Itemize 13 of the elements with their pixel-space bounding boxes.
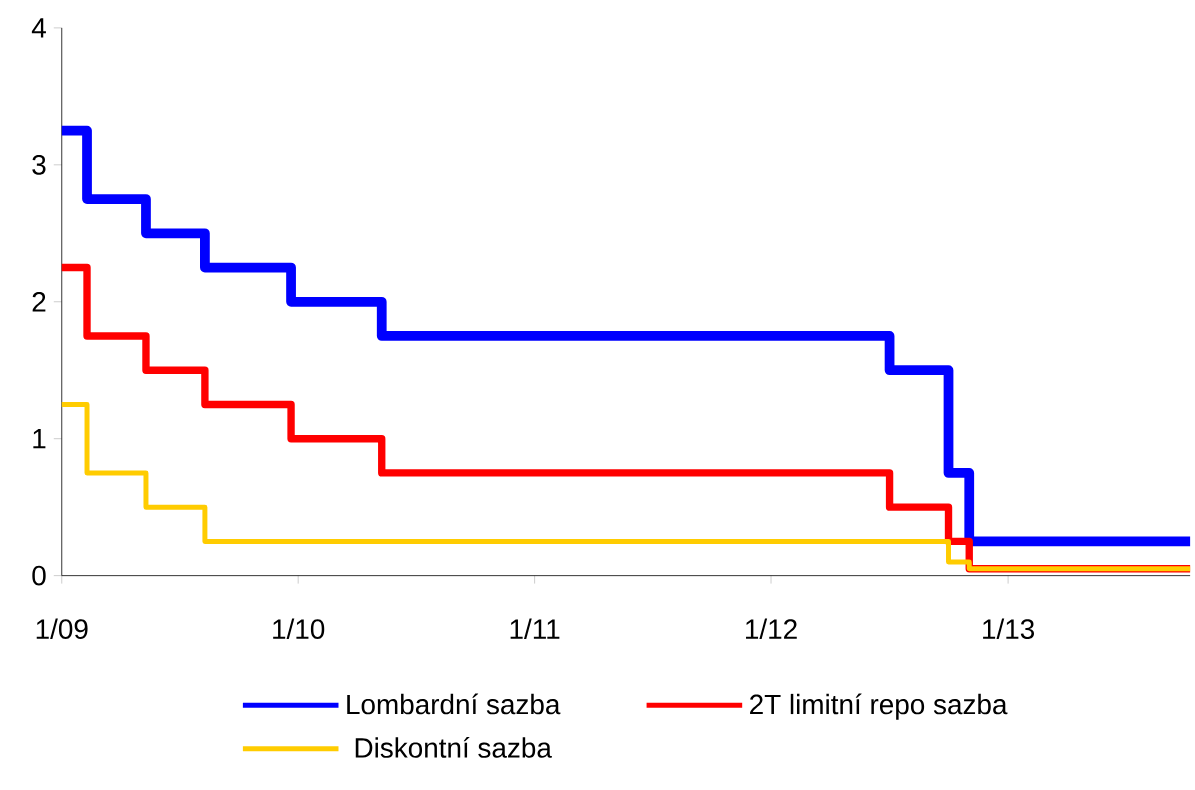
y-tick-label: 4 [31, 18, 46, 38]
y-tick-label: 1 [33, 429, 46, 449]
x-tick-label: 1/13 [983, 618, 1035, 640]
legend-label: Diskontní sazba [355, 737, 552, 758]
y-tick-label: 0 [32, 565, 46, 586]
legend-label: Lombardní sazba [347, 693, 561, 715]
x-tick-label: 1/12 [746, 618, 797, 640]
x-tick-label: 1/09 [36, 618, 88, 640]
x-tick-label: 1/11 [510, 618, 560, 640]
y-tick-label: 3 [32, 155, 46, 175]
x-tick-label: 1/10 [273, 618, 325, 640]
y-tick-label: 2 [32, 292, 46, 312]
legend-label: 2T limitní repo sazba [750, 693, 1008, 720]
